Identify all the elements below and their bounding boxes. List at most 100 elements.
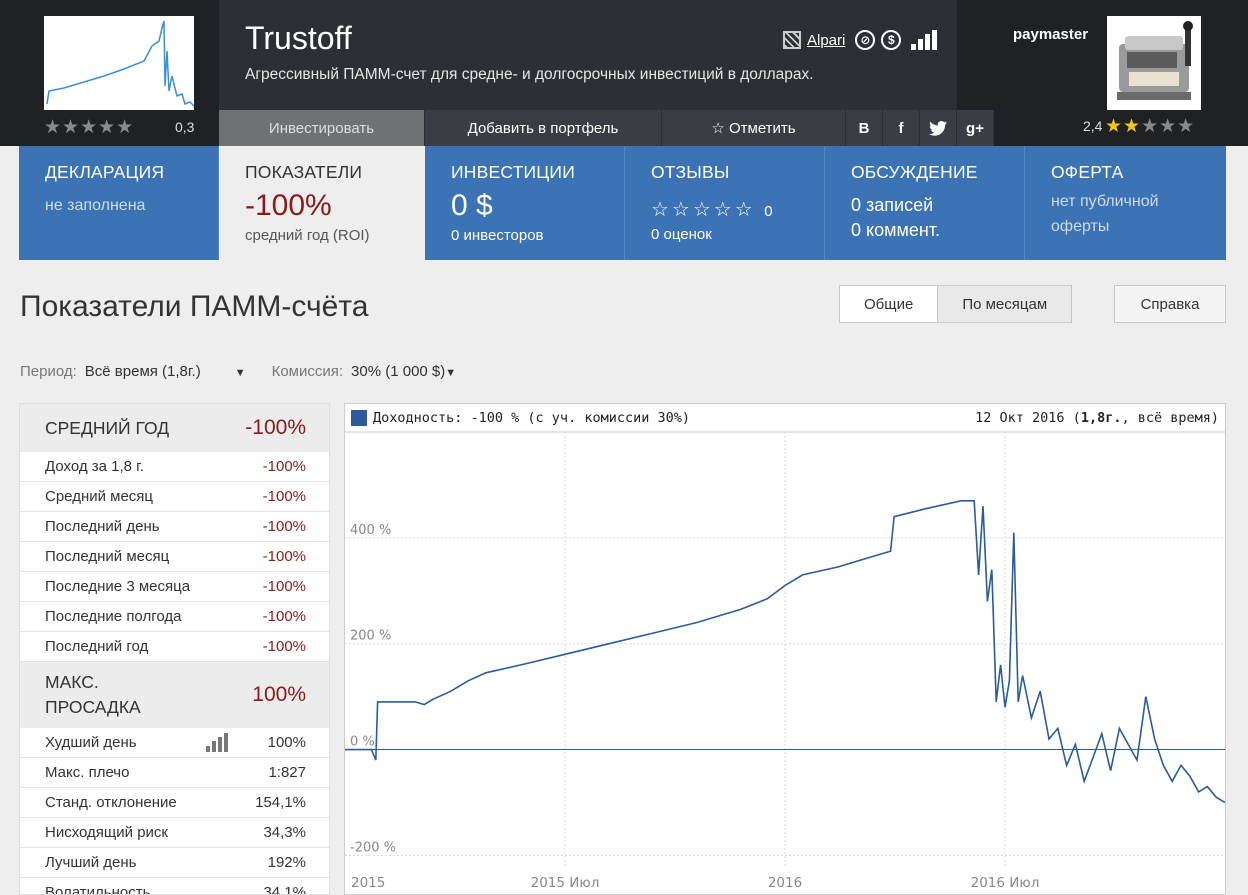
stats-row: Волатильность 34,1% [20,878,329,895]
date-prefix: 12 Окт 2016 ( [975,410,1081,426]
stats-row-value: -100% [262,458,306,475]
rating-left-value: 0,3 [175,119,195,135]
stats-row-value: -100% [262,608,306,625]
tab-declaration-title: ДЕКЛАРАЦИЯ [45,162,165,182]
tab-indicators-sub: средний год (ROI) [245,227,370,244]
stats-row-value: 100% [267,734,306,751]
review-stars: ☆☆☆☆☆ [651,199,756,221]
legend-text: Доходность: -100 % (с уч. комиссии 30%) [373,410,690,426]
tab-discussion-comments: 0 коммент. [851,220,941,240]
tab-reviews-stars: ☆☆☆☆☆ 0 [651,197,824,222]
stats-row-label: Доход за 1,8 г. [45,458,144,475]
period-select[interactable]: Всё время (1,8г.) ▼ [85,363,246,380]
stats-row: Последние 3 месяца -100% [20,572,329,602]
chart-legend: Доходность: -100 % (с уч. комиссии 30%) [351,410,690,426]
x-tick-label: 2015 [351,875,385,891]
add-to-portfolio-button[interactable]: Добавить в портфель [425,110,662,146]
avg-year-label: СРЕДНИЙ ГОД [45,417,170,438]
tab-declaration-sub: не заполнена [45,197,146,214]
stats-row-label: Последний день [45,518,160,535]
period-label: Период: [20,363,77,380]
payment-system-label: paymaster [1013,26,1089,43]
stats-row: Лучший день 192% [20,848,329,878]
tab-indicators[interactable]: ПОКАЗАТЕЛИ -100% средний год (ROI) [219,146,425,260]
bar-chart-icon[interactable] [205,732,228,752]
stats-row: Нисходящий риск 34,3% [20,818,329,848]
chart-svg: -200 % 0 % 200 % 400 % 2015 2015 Июл 2016 2016 … [345,431,1225,891]
rating-stars-left: ★★★★★ [44,117,135,138]
google-plus-share-button[interactable]: g+ [957,110,994,146]
stats-row-label: Последние 3 месяца [45,578,191,595]
toggle-monthly[interactable]: По месяцам [937,286,1072,322]
tab-declaration[interactable]: ДЕКЛАРАЦИЯ не заполнена [19,146,219,260]
date-suffix: , всё время) [1121,410,1219,426]
x-tick-label: 2015 Июл [531,875,600,891]
stats-row-label: Последний месяц [45,548,170,565]
tab-reviews-sub: 0 оценок [651,226,712,243]
stats-row: Доход за 1,8 г. -100% [20,452,329,482]
legend-swatch [351,410,367,426]
stats-row: Последний месяц -100% [20,542,329,572]
y-tick-label: 0 % [350,735,375,750]
filters-bar: Период: Всё время (1,8г.) ▼ Комиссия: 30%… [20,363,456,380]
twitter-share-button[interactable] [920,110,957,146]
stats-row-label: Макс. плечо [45,764,130,781]
stats-row-value: 154,1% [255,794,306,811]
tab-reviews[interactable]: ОТЗЫВЫ ☆☆☆☆☆ 0 0 оценок [625,146,825,260]
rating-stars-right: ★★★★★ [1105,115,1195,138]
y-tick-label: 200 % [350,629,391,644]
tab-investments-sub: 0 инвесторов [451,227,544,244]
stats-row-label: Лучший день [45,854,137,871]
rating-right-value: 2,4 [1083,118,1103,134]
tab-investments-value: 0 $ [451,189,493,222]
tab-discussion-title: ОБСУЖДЕНИЕ [851,162,978,182]
performance-chart[interactable]: -200 % 0 % 200 % 400 % 2015 2015 Июл 2016 2016 … [344,403,1226,895]
thumbnail-line [46,20,194,107]
account-thumbnail-chart[interactable] [44,16,194,110]
help-button[interactable]: Справка [1114,285,1226,323]
signal-bars-icon [911,30,938,50]
commission-value: 30% (1 000 $) [351,363,446,380]
facebook-share-button[interactable]: f [883,110,920,146]
drawdown-value: 100% [252,683,306,706]
stats-row-label: Волатильность [45,884,151,895]
stats-row: Последние полгода -100% [20,602,329,632]
avg-year-value: -100% [245,416,306,439]
action-bar: Инвестировать Добавить в портфель ☆ Отме… [219,110,994,146]
stats-drawdown-header: МАКС. ПРОСАДКА 100% [20,662,329,728]
series-line [345,500,1225,804]
twitter-icon [929,120,947,136]
stats-row-label: Последние полгода [45,608,182,625]
broker-logo-icon [783,31,801,49]
stats-row-value: -100% [262,548,306,565]
stats-row-label: Нисходящий риск [45,824,168,841]
tab-offer[interactable]: ОФЕРТА нет публичной оферты [1025,146,1226,260]
chevron-down-icon: ▼ [445,367,457,379]
mark-button[interactable]: ☆ Отметить [662,110,846,146]
commission-label: Комиссия: [271,363,344,380]
paymaster-machine-image [1107,16,1201,110]
chevron-down-icon: ▼ [234,367,246,379]
x-tick-label: 2016 [768,875,802,891]
tab-investments[interactable]: ИНВЕСТИЦИИ 0 $ 0 инвесторов [425,146,625,260]
vk-share-button[interactable]: B [846,110,883,146]
broker-link[interactable]: Alpari [807,31,846,49]
toggle-general[interactable]: Общие [864,295,914,313]
checkwriter-icon [1117,21,1193,100]
stats-table: СРЕДНИЙ ГОД -100% Доход за 1,8 г. -100% Ср… [19,403,330,895]
stats-row: Худший день 100% [20,728,329,758]
x-tick-label: 2016 Июл [971,875,1040,891]
y-tick-label: 400 % [350,523,391,538]
stats-row: Станд. отклонение 154,1% [20,788,329,818]
drawdown-label: МАКС. ПРОСАДКА [45,672,141,717]
view-toggle: Общие По месяцам [839,285,1073,323]
info-tabs: ДЕКЛАРАЦИЯ не заполнена ПОКАЗАТЕЛИ -100%… [19,146,1226,260]
invest-button[interactable]: Инвестировать [219,110,425,146]
tab-discussion[interactable]: ОБСУЖДЕНИЕ 0 записей 0 коммент. [825,146,1025,260]
chart-date-range: 12 Окт 2016 (1,8г., всё время) [975,410,1219,426]
commission-select[interactable]: 30% (1 000 $)▼ [351,363,456,380]
tab-offer-sub: нет публичной оферты [1051,193,1159,235]
stats-row-value: 1:827 [268,764,306,781]
stars-filled: ★★ [1105,116,1142,137]
broker-info: Alpari ⊘ $ [783,30,938,50]
